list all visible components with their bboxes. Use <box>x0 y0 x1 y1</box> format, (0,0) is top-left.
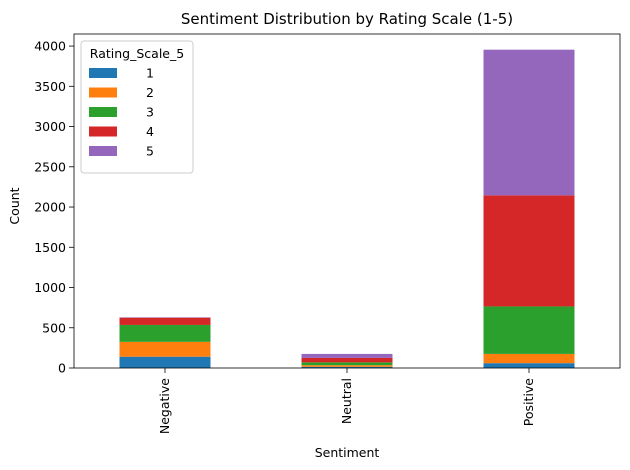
y-tick-label: 3000 <box>34 119 66 134</box>
x-axis-label: Sentiment <box>315 445 380 460</box>
bar-neutral-rating-4 <box>301 357 393 363</box>
x-tick-label: Negative <box>157 378 172 434</box>
bar-neutral-rating-3 <box>301 362 393 366</box>
x-tick-label: Positive <box>521 378 536 426</box>
y-tick-label: 500 <box>42 320 66 335</box>
bar-negative-rating-2 <box>119 341 211 357</box>
bar-positive-rating-2 <box>483 353 575 364</box>
legend-swatch-1 <box>89 68 117 78</box>
plot-area: Negative Neutral Positive 0 500 1000 1500 2000 2… <box>34 33 621 434</box>
bar-neutral-rating-1 <box>301 366 393 368</box>
y-tick-label: 1500 <box>34 240 66 255</box>
legend-label-5: 5 <box>146 144 154 159</box>
y-axis-label: Count <box>7 187 22 224</box>
legend-label-4: 4 <box>146 124 154 139</box>
bar-negative-rating-1 <box>119 356 211 368</box>
bar-positive-rating-4 <box>483 195 575 307</box>
legend-label-2: 2 <box>146 85 154 100</box>
legend-swatch-4 <box>89 126 117 137</box>
legend-title: Rating_Scale_5 <box>90 46 184 61</box>
legend-label-1: 1 <box>146 66 154 81</box>
bar-negative-rating-4 <box>119 317 211 325</box>
axes-frame <box>73 33 621 369</box>
legend-swatch-2 <box>89 87 117 98</box>
bar-neutral-rating-5 <box>301 353 393 358</box>
y-tick-label: 2000 <box>34 200 66 215</box>
y-tick-label: 3500 <box>34 79 66 94</box>
legend-label-3: 3 <box>146 105 154 120</box>
x-tick-label: Neutral <box>339 378 354 424</box>
y-tick-label: 2500 <box>34 159 66 174</box>
chart-title: Sentiment Distribution by Rating Scale (… <box>181 10 513 28</box>
y-tick-label: 1000 <box>34 280 66 295</box>
bar-positive-rating-5 <box>483 49 575 196</box>
y-tick-label: 4000 <box>34 39 66 54</box>
bar-negative-rating-3 <box>119 324 211 342</box>
bar-positive-rating-1 <box>483 363 575 368</box>
bar-positive-rating-3 <box>483 306 575 354</box>
legend-swatch-5 <box>89 146 117 156</box>
bar-neutral-rating-2 <box>301 365 393 367</box>
y-tick-label: 0 <box>58 361 66 376</box>
legend-swatch-3 <box>89 107 117 117</box>
